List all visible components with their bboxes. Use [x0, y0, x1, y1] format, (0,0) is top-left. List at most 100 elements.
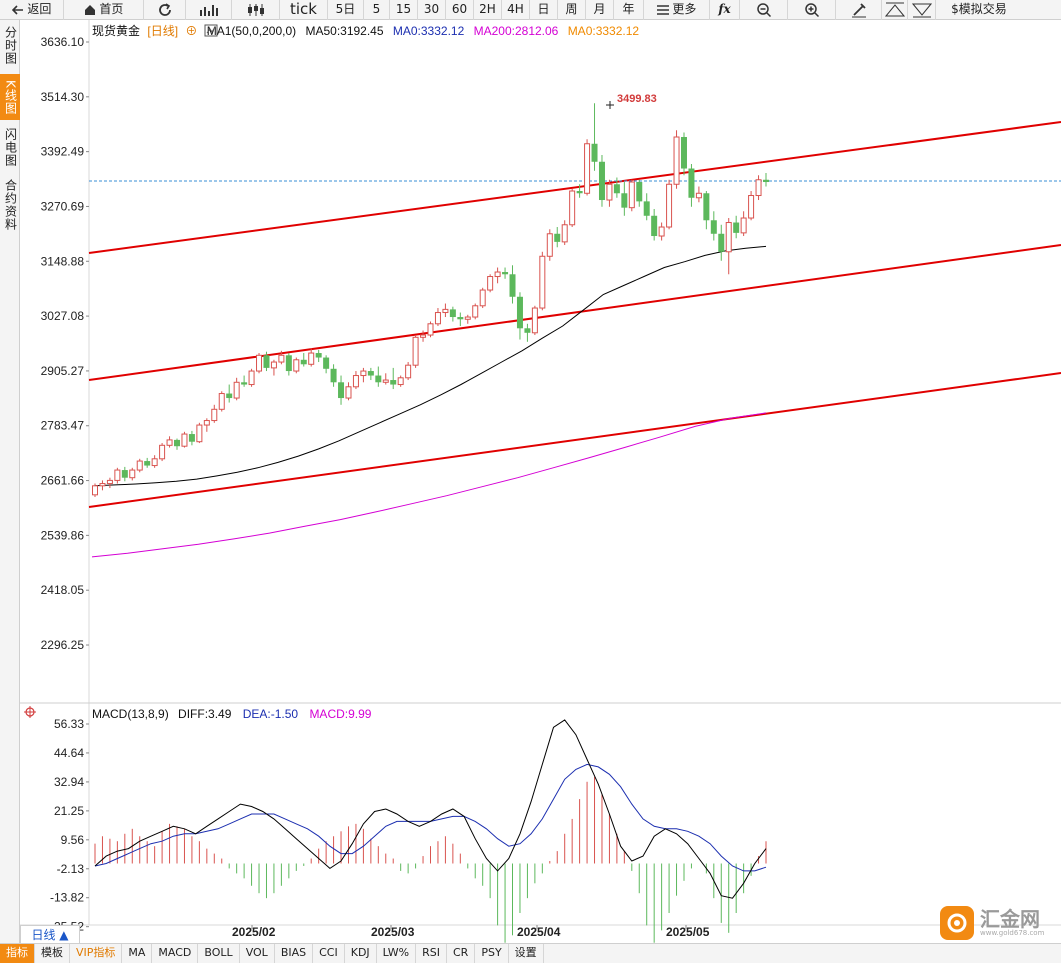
candle[interactable]	[99, 480, 106, 491]
fib-down-button[interactable]	[908, 0, 936, 20]
candle[interactable]	[114, 467, 121, 484]
period-5m[interactable]: 5	[364, 0, 390, 20]
candle[interactable]	[479, 287, 486, 309]
candle[interactable]	[487, 274, 494, 293]
candle[interactable]	[591, 103, 598, 171]
candle[interactable]	[606, 179, 613, 207]
indicator-settings-icon[interactable]	[204, 24, 218, 37]
indicator-tab-boll[interactable]: BOLL	[198, 944, 240, 963]
macd-pane[interactable]	[94, 719, 767, 943]
candle[interactable]	[427, 321, 434, 338]
candle[interactable]	[457, 312, 464, 327]
candle[interactable]	[203, 418, 210, 432]
candle[interactable]	[315, 349, 322, 363]
more-button[interactable]: 更多	[644, 0, 710, 20]
candle[interactable]	[360, 367, 367, 383]
candle[interactable]	[688, 164, 695, 207]
indicator-tab-rsi[interactable]: RSI	[416, 944, 447, 963]
candle[interactable]	[472, 303, 479, 320]
candle[interactable]	[464, 314, 471, 324]
candle[interactable]	[121, 466, 128, 482]
candle[interactable]	[352, 371, 359, 390]
candle[interactable]	[285, 353, 292, 376]
candle[interactable]	[494, 267, 501, 284]
candle[interactable]	[524, 323, 531, 342]
candle[interactable]	[375, 366, 382, 387]
indicator-tab-vol[interactable]: VOL	[240, 944, 275, 963]
tab-contract-info[interactable]: 合约资料	[3, 179, 18, 231]
fib-up-button[interactable]	[882, 0, 908, 20]
trend-channel[interactable]	[88, 121, 1061, 508]
candle[interactable]	[531, 305, 538, 336]
draw-line-button[interactable]	[836, 0, 882, 20]
indicator-tab-1[interactable]: 模板	[35, 944, 70, 963]
zoom-out-button[interactable]	[740, 0, 788, 20]
refresh-button[interactable]	[144, 0, 186, 20]
tab-kline[interactable]: K线图	[0, 74, 20, 120]
period-15m[interactable]: 15	[390, 0, 418, 20]
candle[interactable]	[710, 211, 717, 241]
period-year[interactable]: 年	[614, 0, 644, 20]
candle[interactable]	[270, 359, 277, 376]
candle[interactable]	[174, 438, 181, 450]
candle[interactable]	[151, 455, 158, 468]
candle[interactable]	[576, 184, 583, 198]
candle[interactable]	[166, 436, 173, 448]
candle[interactable]	[308, 348, 315, 367]
macd-settings-icon[interactable]	[24, 706, 36, 718]
candle[interactable]	[390, 367, 397, 390]
candle[interactable]	[658, 222, 665, 241]
candle[interactable]	[643, 193, 650, 221]
candle[interactable]	[725, 218, 732, 275]
indicator-tab-bias[interactable]: BIAS	[275, 944, 314, 963]
candle[interactable]	[763, 173, 769, 187]
candle[interactable]	[598, 155, 605, 207]
kline-chart-svg[interactable]: 3636.10 3514.30 3392.49 3270.69 3148.88 3027.…	[20, 20, 1061, 943]
candle[interactable]	[218, 391, 225, 412]
candle[interactable]	[434, 308, 441, 327]
candle[interactable]	[382, 373, 389, 385]
candle[interactable]	[129, 467, 136, 481]
candle[interactable]	[338, 375, 345, 405]
candle[interactable]	[621, 182, 628, 216]
period-selector[interactable]: 日线 ▲	[20, 925, 80, 943]
candle[interactable]	[196, 422, 203, 444]
candle[interactable]	[323, 355, 330, 374]
candle[interactable]	[263, 351, 270, 372]
indicator-tab-ma[interactable]: MA	[122, 944, 153, 963]
candle[interactable]	[159, 443, 166, 462]
sim-trade-button[interactable]: $模拟交易	[951, 2, 1007, 16]
candle[interactable]	[718, 224, 725, 261]
candle[interactable]	[703, 191, 710, 230]
candle[interactable]	[300, 353, 307, 367]
chart-type-button[interactable]	[186, 0, 232, 20]
candle[interactable]	[181, 431, 188, 448]
candle[interactable]	[412, 335, 419, 368]
candle[interactable]	[636, 179, 643, 207]
indicator-tab-vip2[interactable]: VIP指标	[70, 944, 123, 963]
period-30m[interactable]: 30	[418, 0, 446, 20]
candle-type-button[interactable]	[232, 0, 280, 20]
candle[interactable]	[136, 458, 143, 473]
indicator-tab-cci[interactable]: CCI	[313, 944, 345, 963]
candle[interactable]	[248, 368, 255, 387]
indicator-tab-lw[interactable]: LW%	[377, 944, 417, 963]
candle[interactable]	[680, 132, 687, 176]
home-button[interactable]: 首页	[64, 0, 144, 20]
candle[interactable]	[449, 306, 456, 322]
candle[interactable]	[293, 357, 300, 374]
indicator-tab-macd[interactable]: MACD	[152, 944, 199, 963]
candle[interactable]	[92, 483, 98, 498]
candle[interactable]	[733, 215, 740, 239]
period-5d[interactable]: 5日	[328, 0, 364, 20]
candles[interactable]	[92, 103, 770, 498]
period-month[interactable]: 月	[586, 0, 614, 20]
formula-button[interactable]: fx	[710, 0, 740, 20]
period-2h[interactable]: 2H	[474, 0, 502, 20]
candle[interactable]	[509, 265, 516, 304]
candle[interactable]	[554, 227, 561, 248]
candle[interactable]	[613, 177, 620, 198]
candle[interactable]	[256, 353, 263, 374]
channel-line-3[interactable]	[88, 372, 1061, 508]
candle[interactable]	[345, 382, 352, 401]
